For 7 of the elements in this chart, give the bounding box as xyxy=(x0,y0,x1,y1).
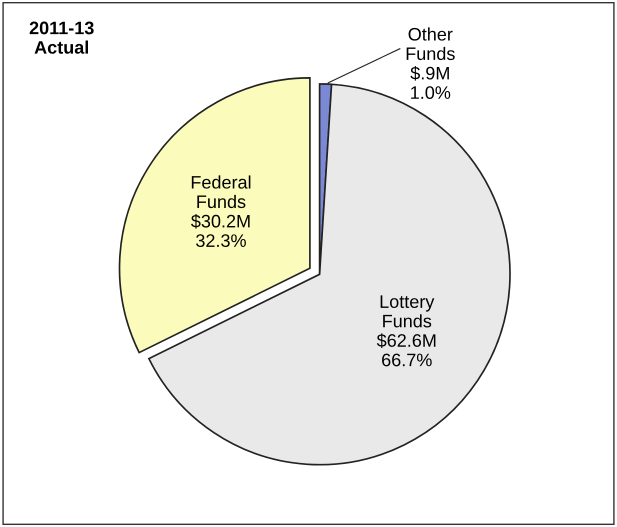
chart-title: 2011-13 Actual xyxy=(30,22,94,54)
slice-label: Lottery Funds xyxy=(380,295,434,328)
slice-label: Federal Funds xyxy=(192,175,250,208)
data-label: $62.6M 66.7% xyxy=(376,333,436,366)
data-label: $.9M 1.0% xyxy=(410,66,450,99)
slice-label: Other Funds xyxy=(406,27,455,60)
data-label: $30.2M 32.3% xyxy=(191,214,250,248)
